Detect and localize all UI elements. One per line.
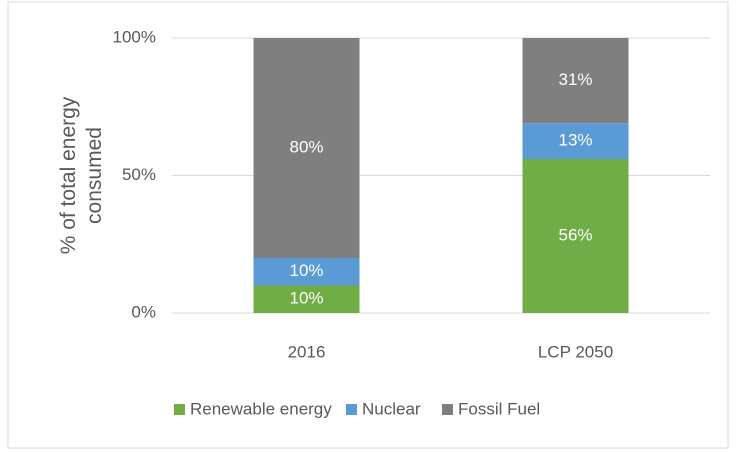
legend-label: Renewable energy [190,399,332,418]
data-label: 10% [289,261,323,280]
legend-swatch [174,404,185,415]
x-tick-label: 2016 [288,342,326,361]
bar-segment [253,38,360,258]
y-axis-label-line: % of total energy [57,96,80,254]
data-label: 80% [289,137,323,156]
y-tick-label: 100% [113,27,156,46]
y-axis-label-line: consumed [83,127,106,224]
data-label: 56% [558,225,592,244]
x-tick-label: LCP 2050 [538,342,613,361]
legend-label: Fossil Fuel [458,399,540,418]
y-tick-label: 50% [122,165,156,184]
y-axis-label: % of total energy consumed [57,96,106,254]
data-label: 10% [289,289,323,308]
bar-segment [522,123,629,159]
bar-segment [522,159,629,313]
legend-swatch [346,404,357,415]
y-tick-label: 0% [131,302,156,321]
legend-swatch [442,404,453,415]
legend-label: Nuclear [362,399,421,418]
data-label: 31% [558,70,592,89]
bar-segment [253,285,360,313]
bar-segment [522,38,629,124]
bar-segment [253,258,360,286]
data-label: 13% [558,131,592,150]
